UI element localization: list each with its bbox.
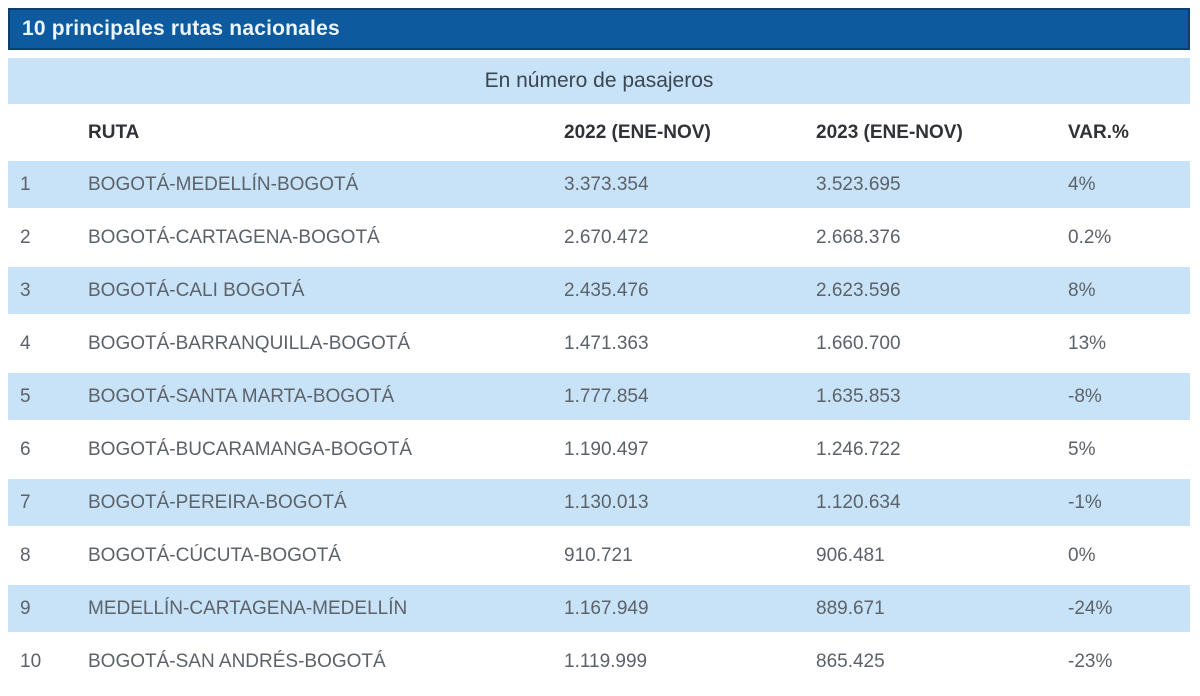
table-row: 6 BOGOTÁ-BUCARAMANGA-BOGOTÁ 1.190.497 1.… (8, 426, 1190, 473)
row-rank: 10 (20, 650, 42, 672)
row-var-value: 13% (1068, 332, 1107, 354)
row-route: BOGOTÁ-SANTA MARTA-BOGOTÁ (88, 385, 395, 407)
row-var-value: -8% (1068, 385, 1102, 407)
row-2023-value: 3.523.695 (816, 173, 901, 195)
row-var-value: 8% (1068, 279, 1096, 301)
row-2023-value: 1.246.722 (816, 438, 901, 460)
row-2023-value: 1.660.700 (816, 332, 901, 354)
row-rank: 9 (20, 597, 31, 619)
row-2023-value: 1.635.853 (816, 385, 901, 407)
table-row: 7 BOGOTÁ-PEREIRA-BOGOTÁ 1.130.013 1.120.… (8, 479, 1190, 526)
row-var-value: 5% (1068, 438, 1096, 460)
column-header-row: RUTA 2022 (ENE-NOV) 2023 (ENE-NOV) VAR.% (8, 104, 1190, 161)
row-route: BOGOTÁ-MEDELLÍN-BOGOTÁ (88, 173, 359, 195)
table-title-bar: 10 principales rutas nacionales (8, 8, 1190, 50)
row-var-value: -1% (1068, 491, 1102, 513)
row-2023-value: 2.668.376 (816, 226, 901, 248)
row-2022-value: 1.119.999 (564, 650, 648, 672)
row-rank: 4 (20, 332, 31, 354)
row-route: BOGOTÁ-BUCARAMANGA-BOGOTÁ (88, 438, 413, 460)
column-header-var: VAR.% (1068, 121, 1129, 143)
table-row: 1 BOGOTÁ-MEDELLÍN-BOGOTÁ 3.373.354 3.523… (8, 161, 1190, 208)
table-row: 9 MEDELLÍN-CARTAGENA-MEDELLÍN 1.167.949 … (8, 585, 1190, 632)
row-2023-value: 889.671 (816, 597, 885, 619)
table-container: 10 principales rutas nacionales En númer… (8, 8, 1190, 691)
row-route: BOGOTÁ-CÚCUTA-BOGOTÁ (88, 544, 341, 566)
row-rank: 7 (20, 491, 31, 513)
row-var-value: 4% (1068, 173, 1096, 195)
row-2022-value: 2.435.476 (564, 279, 649, 301)
row-route: MEDELLÍN-CARTAGENA-MEDELLÍN (88, 597, 408, 619)
row-route: BOGOTÁ-PEREIRA-BOGOTÁ (88, 491, 347, 513)
table-row: 8 BOGOTÁ-CÚCUTA-BOGOTÁ 910.721 906.481 0… (8, 532, 1190, 579)
row-rank: 8 (20, 544, 31, 566)
row-2022-value: 3.373.354 (564, 173, 649, 195)
row-2023-value: 2.623.596 (816, 279, 901, 301)
table-row: 5 BOGOTÁ-SANTA MARTA-BOGOTÁ 1.777.854 1.… (8, 373, 1190, 420)
row-route: BOGOTÁ-CALI BOGOTÁ (88, 279, 305, 301)
row-2023-value: 906.481 (816, 544, 885, 566)
table-body: 1 BOGOTÁ-MEDELLÍN-BOGOTÁ 3.373.354 3.523… (8, 161, 1190, 685)
table-row: 2 BOGOTÁ-CARTAGENA-BOGOTÁ 2.670.472 2.66… (8, 214, 1190, 261)
row-2022-value: 1.777.854 (564, 385, 649, 407)
row-2023-value: 1.120.634 (816, 491, 901, 513)
row-rank: 1 (20, 173, 31, 195)
table-title: 10 principales rutas nacionales (22, 17, 340, 40)
row-2022-value: 1.167.949 (564, 597, 649, 619)
table-row: 10 BOGOTÁ-SAN ANDRÉS-BOGOTÁ 1.119.999 86… (8, 638, 1190, 685)
row-rank: 2 (20, 226, 31, 248)
row-2022-value: 2.670.472 (564, 226, 649, 248)
row-rank: 5 (20, 385, 31, 407)
row-2022-value: 1.130.013 (564, 491, 649, 513)
table-row: 3 BOGOTÁ-CALI BOGOTÁ 2.435.476 2.623.596… (8, 267, 1190, 314)
row-route: BOGOTÁ-BARRANQUILLA-BOGOTÁ (88, 332, 410, 354)
column-header-2022: 2022 (ENE-NOV) (564, 121, 711, 143)
row-var-value: -23% (1068, 650, 1113, 672)
row-var-value: -24% (1068, 597, 1113, 619)
row-route: BOGOTÁ-SAN ANDRÉS-BOGOTÁ (88, 650, 386, 672)
table-row: 4 BOGOTÁ-BARRANQUILLA-BOGOTÁ 1.471.363 1… (8, 320, 1190, 367)
row-2022-value: 1.190.497 (564, 438, 649, 460)
row-rank: 6 (20, 438, 31, 460)
table-subtitle: En número de pasajeros (484, 69, 714, 92)
row-2023-value: 865.425 (816, 650, 885, 672)
column-header-ruta: RUTA (88, 121, 140, 143)
row-rank: 3 (20, 279, 31, 301)
row-var-value: 0% (1068, 544, 1096, 566)
column-header-2023: 2023 (ENE-NOV) (816, 121, 963, 143)
row-2022-value: 910.721 (564, 544, 633, 566)
row-2022-value: 1.471.363 (564, 332, 649, 354)
row-route: BOGOTÁ-CARTAGENA-BOGOTÁ (88, 226, 380, 248)
table-subtitle-row: En número de pasajeros (8, 58, 1190, 104)
row-var-value: 0.2% (1068, 226, 1112, 248)
